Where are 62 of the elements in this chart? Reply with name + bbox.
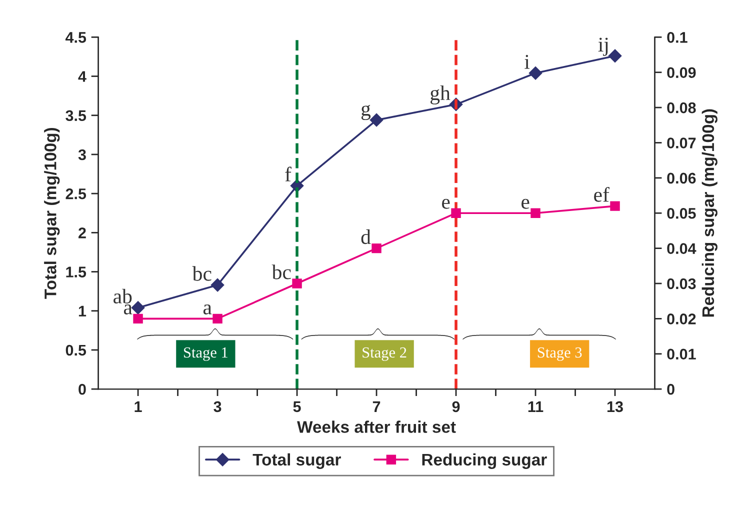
point xyxy=(451,208,461,218)
y2-tick-label: 0.03 xyxy=(667,278,696,290)
annotation: g xyxy=(361,104,371,120)
annotation: ef xyxy=(594,186,610,202)
y-tick-label: 1.5 xyxy=(66,266,86,278)
y2-tick-label: 0.05 xyxy=(667,208,696,219)
point xyxy=(530,208,540,218)
point xyxy=(372,243,382,254)
annotation: bc xyxy=(192,266,212,281)
point xyxy=(370,113,384,127)
legend-label: Reducing sugar xyxy=(422,453,547,469)
point xyxy=(212,314,222,324)
y2-tick-label: 0.02 xyxy=(667,314,696,324)
annotation: Stage 3 xyxy=(538,347,582,361)
legend-label: Total sugar xyxy=(252,453,341,469)
annotation: f xyxy=(285,166,292,182)
annotation: d xyxy=(361,229,371,244)
y-tick-label: 2.5 xyxy=(66,188,86,200)
annotation: a xyxy=(124,304,132,314)
y2-tick-label: 0.06 xyxy=(667,172,696,184)
y-tick-label: 3.5 xyxy=(66,110,86,122)
y-axis-title: Total sugar (mg/100g) xyxy=(44,128,60,299)
annotation: Stage 1 xyxy=(184,347,228,361)
point xyxy=(210,278,224,292)
x-tick-label: 3 xyxy=(214,401,222,412)
annotation: gh xyxy=(430,85,450,104)
y2-tick-label: 0.01 xyxy=(667,348,696,360)
point xyxy=(131,301,145,314)
y2-tick-label: 0 xyxy=(667,384,674,395)
x-tick-label: 11 xyxy=(528,401,544,412)
y-tick-label: 4 xyxy=(78,71,86,82)
point xyxy=(292,278,302,288)
point xyxy=(608,49,622,63)
x-tick-label: 1 xyxy=(134,401,142,412)
annotation: bc xyxy=(272,264,291,280)
y2-tick-label: 0.08 xyxy=(667,102,696,114)
y2-tick-label: 0.07 xyxy=(667,138,696,148)
annotation: ab xyxy=(114,288,132,304)
y2-tick-label: 0.04 xyxy=(667,243,696,254)
y-tick-label: 1 xyxy=(78,306,86,316)
y-tick-label: 0.5 xyxy=(66,344,86,356)
x-tick-label: 9 xyxy=(452,401,460,412)
x-tick-label: 5 xyxy=(293,401,301,412)
y2-tick-label: 0.1 xyxy=(667,32,688,43)
y-tick-label: 3 xyxy=(78,149,86,160)
y-tick-label: 0 xyxy=(78,384,86,395)
y-tick-label: 2 xyxy=(78,228,86,238)
annotation: Stage 2 xyxy=(362,347,406,361)
annotation: e xyxy=(522,198,530,209)
point xyxy=(133,314,143,324)
x-tick-label: 13 xyxy=(607,401,623,412)
annotation: e xyxy=(442,198,450,209)
y-tick-label: 4.5 xyxy=(65,32,86,43)
x-axis-title: Weeks after fruit set xyxy=(297,420,456,433)
y2-tick-label: 0.09 xyxy=(667,67,696,78)
annotation: i xyxy=(524,54,530,69)
point xyxy=(610,201,620,211)
point xyxy=(528,66,542,80)
annotation: ij xyxy=(598,38,608,56)
annotation: a xyxy=(203,304,212,314)
y2-axis-title: Reducing sugar (mg/100g) xyxy=(702,109,718,317)
x-tick-label: 7 xyxy=(372,401,380,412)
